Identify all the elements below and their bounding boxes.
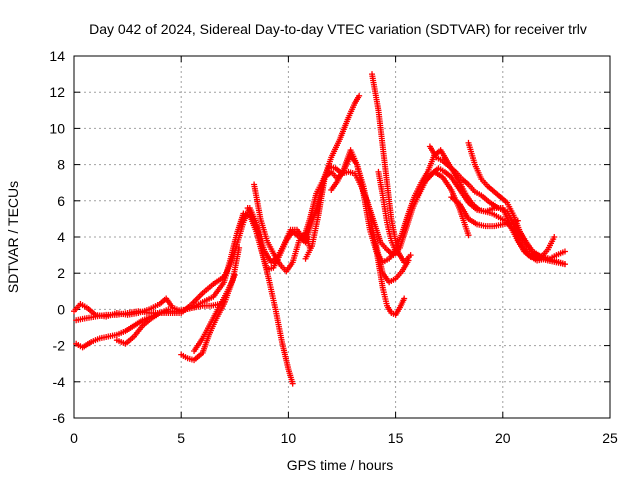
chart-title: Day 042 of 2024, Sidereal Day-to-day VTE…: [89, 21, 587, 37]
y-tick-label: 10: [49, 120, 65, 136]
series-trace-6: [191, 272, 238, 355]
x-tick-label: 15: [388, 430, 404, 446]
data-point: [236, 244, 243, 251]
x-tick-label: 0: [70, 430, 78, 446]
data-point: [561, 248, 568, 255]
data-point: [289, 380, 296, 387]
y-tick-label: 12: [49, 84, 65, 100]
data-points: [71, 71, 568, 387]
series-trace-14: [414, 168, 472, 239]
data-point: [356, 92, 363, 99]
x-tick-label: 25: [602, 430, 618, 446]
data-point: [231, 272, 238, 279]
y-axis-label: SDTVAR / TECUs: [5, 181, 21, 293]
series-trace-12: [371, 234, 408, 318]
data-point: [561, 261, 568, 268]
y-tick-label: 2: [57, 265, 65, 281]
series-trace-16: [448, 194, 521, 230]
axis-ticks: 0 5 10 15 20 25 -6 -4 -2 0 2 4 6 8 10 12 14: [49, 48, 618, 446]
y-tick-label: 14: [49, 48, 65, 64]
x-axis-label: GPS time / hours: [287, 457, 394, 473]
y-tick-label: -2: [53, 338, 66, 354]
data-point: [401, 295, 408, 302]
y-tick-label: -4: [53, 374, 66, 390]
x-tick-label: 5: [177, 430, 185, 446]
x-tick-label: 10: [281, 430, 297, 446]
series-trace-17: [465, 139, 558, 260]
x-tick-label: 20: [495, 430, 511, 446]
y-tick-label: 4: [57, 229, 65, 245]
y-tick-label: 6: [57, 193, 65, 209]
data-point: [165, 306, 172, 313]
y-tick-label: 8: [57, 157, 65, 173]
series-trace-13: [375, 168, 403, 259]
series-trace-4: [113, 306, 172, 347]
data-point: [465, 232, 472, 239]
data-point: [396, 252, 403, 259]
data-point: [407, 252, 414, 259]
y-tick-label: 0: [57, 301, 65, 317]
series-trace-8: [251, 181, 313, 275]
data-point: [551, 234, 558, 240]
y-tick-label: -6: [53, 410, 66, 426]
